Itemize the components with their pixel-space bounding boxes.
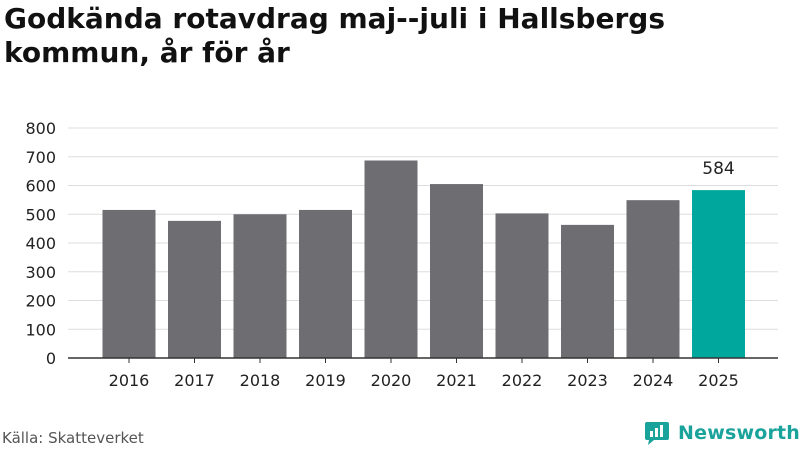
bar-2023 — [561, 224, 614, 358]
bar-2024 — [626, 200, 680, 358]
x-tick-label-2019: 2019 — [305, 371, 346, 390]
x-tick-label-2017: 2017 — [174, 371, 215, 390]
bar-2022 — [495, 213, 549, 358]
bar-2020 — [364, 160, 418, 358]
x-tick-label-2021: 2021 — [436, 371, 477, 390]
source-note: Källa: Skatteverket — [2, 429, 144, 447]
bar-2019 — [299, 209, 352, 358]
bar-2025 — [692, 190, 745, 358]
y-tick-label: 200 — [25, 292, 56, 311]
x-tick-label-2016: 2016 — [109, 371, 150, 390]
x-tick-label-2022: 2022 — [502, 371, 543, 390]
y-tick-label: 100 — [25, 320, 56, 339]
chart-title: Godkända rotavdrag maj--juli i Hallsberg… — [4, 2, 665, 69]
bars — [102, 160, 745, 358]
x-tick-label-2024: 2024 — [633, 371, 674, 390]
x-axis-ticks: 2016 2017 2018 2019 2020 2021 2022 2023 2024 2025 — [109, 358, 739, 390]
newsworthy-logo-icon — [645, 422, 669, 445]
y-tick-label: 500 — [25, 205, 56, 224]
y-tick-label: 600 — [25, 177, 56, 196]
bar-2021 — [430, 184, 483, 358]
x-tick-label-2023: 2023 — [567, 371, 608, 390]
brand-name: Newsworthy — [678, 422, 800, 444]
x-tick-label-2025: 2025 — [698, 371, 739, 390]
data-label-2025: 584 — [702, 159, 734, 179]
y-tick-label: 700 — [25, 148, 56, 167]
bar-2016 — [102, 209, 156, 358]
data-labels: 584 — [702, 159, 734, 179]
brand-logo[interactable]: Newsworthy — [644, 420, 800, 446]
bar-2018 — [233, 214, 287, 358]
bar-2017 — [168, 220, 221, 358]
y-tick-label: 300 — [25, 263, 56, 282]
x-tick-label-2018: 2018 — [240, 371, 281, 390]
x-tick-label-2020: 2020 — [371, 371, 412, 390]
y-tick-label: 400 — [25, 234, 56, 253]
y-tick-label: 800 — [25, 119, 56, 138]
y-tick-label: 0 — [46, 349, 56, 368]
y-axis-ticks: 0 100 200 300 400 500 600 700 800 — [25, 119, 56, 368]
